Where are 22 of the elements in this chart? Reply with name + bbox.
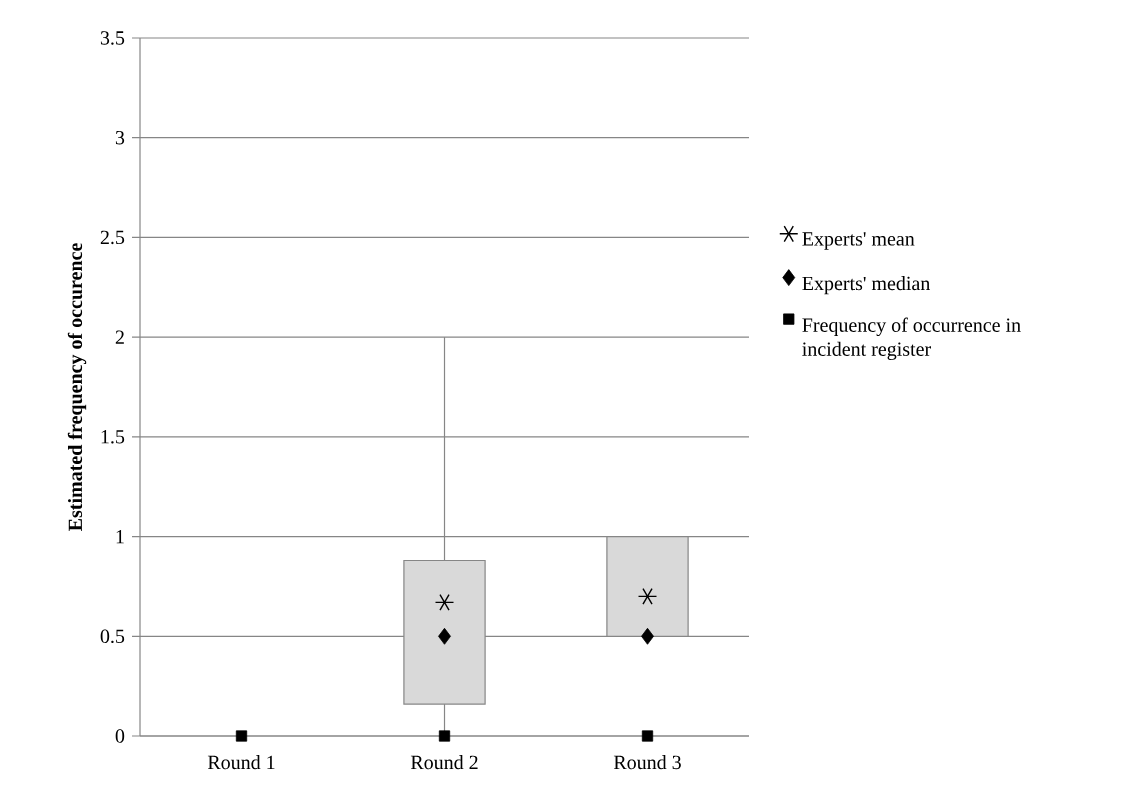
x-tick-label: Round 3 bbox=[613, 755, 681, 770]
legend-label: Frequency of occurrence in incident register bbox=[802, 317, 1021, 361]
legend-label: Experts' mean bbox=[802, 232, 915, 250]
point bbox=[641, 627, 654, 645]
x-tick-label: Round 1 bbox=[207, 755, 275, 770]
point bbox=[641, 730, 654, 742]
y-tick-label: 3 bbox=[115, 131, 125, 145]
point bbox=[235, 730, 248, 742]
y-tick-label: 1.5 bbox=[101, 430, 125, 444]
y-tick-label: 0 bbox=[115, 729, 125, 743]
point bbox=[438, 730, 451, 742]
y-tick-label: 2 bbox=[115, 330, 124, 344]
y-axis-title: Estimated frequency of occurence bbox=[67, 243, 87, 531]
y-tick-label: 1 bbox=[116, 529, 124, 544]
y-tick-label: 0.5 bbox=[100, 629, 125, 644]
point bbox=[637, 587, 658, 605]
legend-label: Experts' median bbox=[802, 276, 931, 295]
point bbox=[438, 627, 451, 645]
point bbox=[434, 593, 455, 611]
x-tick-label: Round 2 bbox=[410, 755, 478, 770]
y-tick-label: 3.5 bbox=[100, 31, 125, 45]
y-tick-label: 2.5 bbox=[100, 230, 125, 245]
